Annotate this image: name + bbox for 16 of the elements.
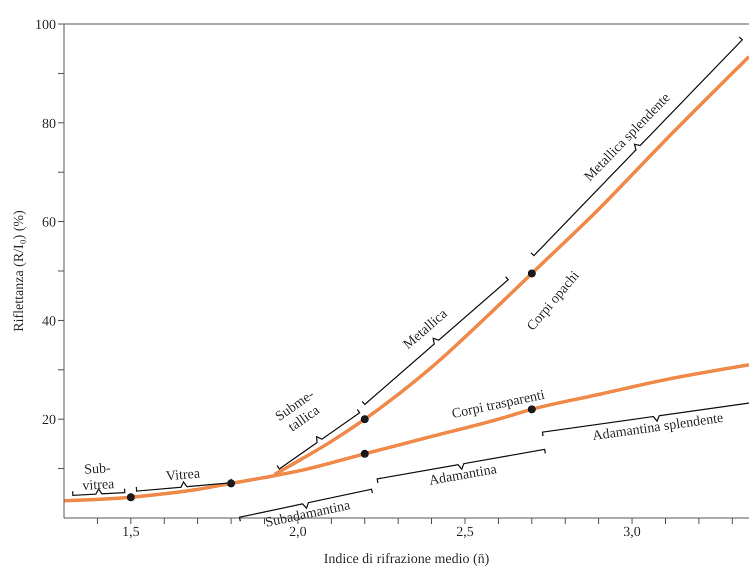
- y-axis-title: Riflettanza (R/I₀) (%): [12, 210, 27, 332]
- annotation: Adamantina: [428, 462, 499, 490]
- y-tick-label: 60: [42, 216, 56, 231]
- x-tick-label: 3,0: [623, 524, 641, 540]
- x-tick-label: 2,0: [289, 524, 307, 540]
- x-tick-label: 1,5: [122, 524, 140, 540]
- x-tick-label: 2,5: [456, 524, 474, 540]
- annotation: Sub- vitrea: [82, 462, 116, 494]
- y-tick-label: 40: [42, 314, 56, 330]
- y-tick-label: 100: [35, 18, 56, 33]
- y-tick-label: 80: [42, 116, 56, 132]
- text: Corpi trasparenti: [450, 388, 546, 422]
- annotation: Adamantina splendente: [592, 411, 724, 444]
- y-tick-label: 20: [42, 413, 56, 428]
- x-axis-title: Indice di rifrazione medio (n̄): [324, 552, 490, 567]
- annotation: Vitrea: [165, 466, 202, 485]
